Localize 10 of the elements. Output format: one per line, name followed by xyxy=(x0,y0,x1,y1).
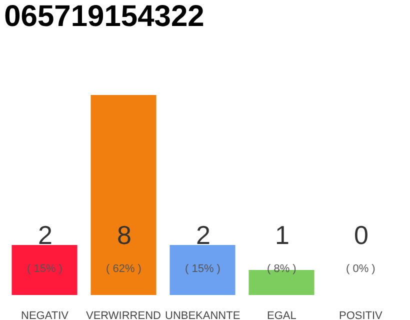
x-tick-label: UNBEKANNTE xyxy=(165,310,240,320)
x-tick-label: VERWIRREND xyxy=(86,310,162,320)
data-label: 8 ( 62% ) xyxy=(106,220,142,275)
x-tick-label: POSITIV xyxy=(339,310,384,320)
data-label: 2 ( 15% ) xyxy=(185,220,220,275)
x-tick-label: NEGATIV xyxy=(21,310,70,320)
data-label: 2 ( 15% ) xyxy=(27,220,62,275)
chart-title: 065719154322 xyxy=(4,0,204,33)
data-label: 0 ( 0% ) xyxy=(346,220,376,275)
x-tick-label: EGAL xyxy=(267,310,296,320)
